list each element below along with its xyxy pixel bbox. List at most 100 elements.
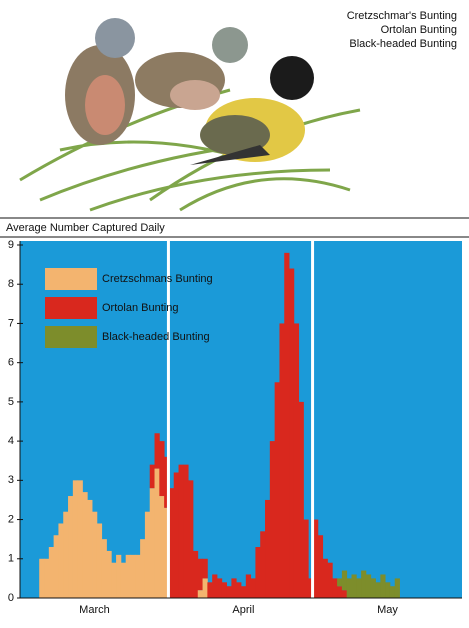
bar-segment xyxy=(77,480,83,598)
bar-segment xyxy=(164,456,170,508)
bar-segment xyxy=(308,578,314,598)
bar-segment xyxy=(159,441,165,497)
bar-segment xyxy=(269,441,276,598)
bar-segment xyxy=(183,464,189,598)
bar-segment xyxy=(284,252,290,598)
bar-segment xyxy=(106,550,112,598)
bar-segment xyxy=(337,578,343,587)
month-separator xyxy=(166,241,170,598)
bar-segment xyxy=(82,492,88,598)
bar-segment xyxy=(341,590,348,598)
y-tick-label: 3 xyxy=(8,474,14,486)
bar-segment xyxy=(101,539,107,598)
y-tick-label: 9 xyxy=(8,239,14,251)
y-tick-label: 5 xyxy=(8,396,14,408)
bar-segment xyxy=(385,582,391,598)
bar-segment xyxy=(188,480,194,598)
bar-segment xyxy=(144,511,151,598)
bar-segment xyxy=(164,507,170,598)
bar-segment xyxy=(346,578,352,598)
bar-segment xyxy=(120,562,127,598)
x-tick-label: May xyxy=(377,604,398,616)
bar-segment xyxy=(289,268,295,598)
bar-segment xyxy=(149,464,155,489)
bar-segment xyxy=(274,382,280,598)
bar-segment xyxy=(192,550,199,598)
y-tick-label: 4 xyxy=(8,435,14,447)
bar-segment xyxy=(332,578,338,598)
bar-segment xyxy=(125,554,131,598)
bar-segment xyxy=(44,558,50,598)
y-tick-label: 1 xyxy=(8,553,14,565)
bar-segment xyxy=(245,574,252,598)
bar-segment xyxy=(68,496,74,598)
bar-segment xyxy=(255,547,261,598)
legend-label: Ortolan Bunting xyxy=(102,302,178,314)
bar-segment xyxy=(48,547,55,598)
x-tick-label: April xyxy=(232,604,254,616)
legend-label: Black-headed Bunting xyxy=(102,331,210,343)
bar-segment xyxy=(53,535,59,598)
bar-segment xyxy=(63,511,69,598)
month-separator xyxy=(311,241,315,598)
bar-segment xyxy=(212,574,218,598)
bird-label: Black-headed Bunting xyxy=(349,38,457,50)
bar-segment xyxy=(231,578,237,598)
bar-segment xyxy=(337,586,343,598)
bar-segment xyxy=(154,433,160,469)
bird-label: Cretzschmar's Bunting xyxy=(347,10,457,22)
bar-segment xyxy=(178,464,184,598)
bar-segment xyxy=(116,554,122,598)
bar-segment xyxy=(168,488,175,598)
bar-segment xyxy=(221,582,227,598)
bar-segment xyxy=(96,523,103,598)
bar-segment xyxy=(250,578,256,598)
bar-segment xyxy=(149,488,155,598)
y-tick-label: 2 xyxy=(8,513,14,525)
bar-segment xyxy=(173,472,179,598)
bar-segment xyxy=(375,582,381,598)
bar-segment xyxy=(111,562,117,598)
bar-segment xyxy=(92,511,98,598)
bird-label: Ortolan Bunting xyxy=(381,24,457,36)
bar-segment xyxy=(140,539,146,598)
y-tick-label: 0 xyxy=(8,592,14,604)
bar-segment xyxy=(380,574,386,598)
x-tick-label: March xyxy=(79,604,110,616)
bar-segment xyxy=(207,582,213,598)
bar-segment xyxy=(87,499,93,598)
bar-segment xyxy=(197,590,203,598)
chart-title: Average Number Captured Daily xyxy=(6,222,165,234)
y-tick-label: 6 xyxy=(8,357,14,369)
bar-segment xyxy=(327,562,333,598)
bar-segment xyxy=(389,586,396,598)
bar-segment xyxy=(197,558,203,591)
illustration xyxy=(19,18,361,212)
bar-segment xyxy=(293,323,300,598)
bar-segment xyxy=(159,496,165,598)
bar-segment xyxy=(236,582,242,598)
bar-segment xyxy=(394,578,400,598)
bar-segment xyxy=(279,323,285,598)
bar-segment xyxy=(154,468,160,598)
bar-segment xyxy=(322,558,328,598)
legend-swatch xyxy=(45,326,97,348)
bar-segment xyxy=(58,523,64,598)
bar-segment xyxy=(202,558,208,579)
bar-segment xyxy=(241,586,247,598)
bar-segment xyxy=(72,480,79,598)
bar-segment xyxy=(260,531,266,598)
legend-swatch xyxy=(45,268,97,290)
bar-segment xyxy=(202,578,208,598)
legend-swatch xyxy=(45,297,97,319)
bar-segment xyxy=(341,570,348,591)
bar-segment xyxy=(265,499,271,598)
bar-segment xyxy=(303,519,309,598)
bar-segment xyxy=(313,519,319,598)
y-tick-label: 8 xyxy=(8,278,14,290)
bar-segment xyxy=(351,574,357,598)
bar-segment xyxy=(370,578,376,598)
legend-label: Cretzschmans Bunting xyxy=(102,273,213,285)
bar-segment xyxy=(39,558,45,598)
